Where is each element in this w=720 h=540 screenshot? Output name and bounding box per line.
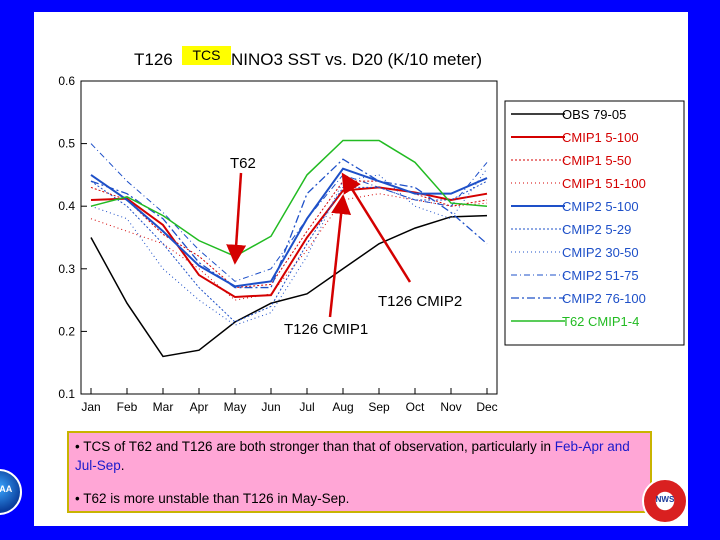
slide-panel: T126 NINO3 SST vs. D20 (K/10 meter) 0.1 0…: [34, 12, 688, 526]
note-bullet-1-text: • TCS of T62 and T126 are both stronger …: [75, 439, 555, 454]
series-line-7: [90, 143, 488, 282]
y-tick-label: 0.2: [58, 324, 75, 338]
series-line-0: [90, 214, 488, 358]
x-tick-label: Jul: [299, 400, 314, 414]
annotation-t126-cmip2: T126 CMIP2: [378, 293, 463, 310]
x-tick-label: Aug: [332, 400, 353, 414]
legend-label-7: CMIP2 51-75: [562, 268, 639, 283]
annotation-arrow-0: [226, 172, 247, 265]
note-bullet-1-highlight: Feb-Apr and Jul-Sep: [75, 439, 630, 473]
tcs-highlight-label: TCS: [182, 46, 231, 65]
series-line-3: [90, 193, 488, 301]
series-line-5: [90, 180, 488, 323]
y-tick-label: 0.6: [58, 74, 75, 88]
legend-label-5: CMIP2 5-29: [562, 222, 631, 237]
x-tick-label: Nov: [440, 400, 461, 414]
y-tick-label: 0.5: [58, 137, 75, 151]
legend-label-9: T62 CMIP1-4: [562, 314, 639, 329]
annotation-arrow-2: [328, 194, 352, 318]
plot-area: 0.1 0.2 0.3 0.4 0.5 0.6 Jan Feb Mar Apr May Jun Jul A…: [58, 74, 497, 414]
legend-label-3: CMIP1 51-100: [562, 176, 646, 191]
notes-box: • TCS of T62 and T126 are both stronger …: [67, 431, 652, 513]
x-tick-label: Sep: [368, 400, 390, 414]
legend-box: [504, 100, 685, 346]
legend-label-2: CMIP1 5-50: [562, 153, 631, 168]
x-tick-label: Apr: [190, 400, 209, 414]
nws-logo: NWS: [642, 478, 688, 524]
series-line-2: [90, 180, 488, 289]
x-tick-label: Dec: [476, 400, 497, 414]
x-tick-label: Oct: [406, 400, 425, 414]
x-tick-label: Feb: [117, 400, 138, 414]
x-tick-label: Mar: [153, 400, 174, 414]
y-tick-label: 0.3: [58, 262, 75, 276]
x-tick-label: May: [224, 400, 247, 414]
noaa-logo: NOAA: [0, 469, 22, 515]
chart-title-prefix: T126: [134, 50, 173, 69]
x-tick-label: Jun: [261, 400, 280, 414]
note-bullet-1: • TCS of T62 and T126 are both stronger …: [75, 437, 644, 475]
plot-frame: [80, 80, 498, 395]
series-line-4: [90, 167, 488, 288]
y-tick-label: 0.4: [58, 199, 75, 213]
note-bullet-1-end: .: [120, 458, 125, 473]
y-tick-label: 0.1: [58, 387, 75, 401]
line-chart: T126 NINO3 SST vs. D20 (K/10 meter) 0.10…: [58, 50, 685, 414]
chart-title-suffix: NINO3 SST vs. D20 (K/10 meter): [231, 50, 482, 69]
legend-label-8: CMIP2 76-100: [562, 291, 646, 306]
series-line-9: [90, 139, 488, 258]
legend: OBS 79-05 CMIP1 5-100 CMIP1 5-50 CMIP1 51-1…: [504, 100, 685, 346]
legend-label-6: CMIP2 30-50: [562, 245, 639, 260]
annotation-arrow-1: [341, 172, 412, 283]
legend-label-0: OBS 79-05: [562, 107, 626, 122]
x-tick-label: Jan: [81, 400, 100, 414]
note-bullet-2: • T62 is more unstable than T126 in May-…: [75, 491, 350, 506]
annotation-arrows: [226, 172, 412, 318]
annotation-t62: T62: [230, 155, 256, 172]
annotation-t126-cmip1: T126 CMIP1: [284, 321, 369, 338]
legend-label-1: CMIP1 5-100: [562, 130, 639, 145]
chart-title: T126 NINO3 SST vs. D20 (K/10 meter): [134, 50, 482, 69]
legend-label-4: CMIP2 5-100: [562, 199, 639, 214]
nws-logo-text: NWS: [655, 495, 675, 504]
series-line-8: [90, 158, 488, 289]
noaa-logo-text: NOAA: [0, 484, 13, 494]
